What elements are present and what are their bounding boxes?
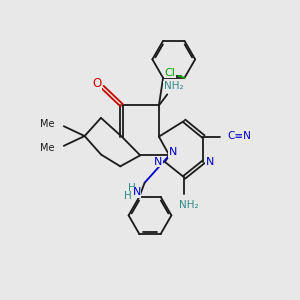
Text: Me: Me: [40, 143, 55, 153]
Text: Me: Me: [40, 119, 55, 129]
Text: H: H: [128, 183, 135, 193]
Text: Cl: Cl: [165, 68, 176, 78]
Text: N: N: [206, 157, 214, 167]
Text: N: N: [154, 157, 163, 167]
Text: H: H: [124, 191, 132, 201]
Text: NH₂: NH₂: [164, 81, 184, 91]
Text: N: N: [132, 187, 141, 197]
Text: N: N: [169, 147, 177, 158]
Text: NH₂: NH₂: [179, 200, 199, 210]
Text: C≡N: C≡N: [227, 131, 251, 141]
Text: O: O: [92, 77, 102, 90]
